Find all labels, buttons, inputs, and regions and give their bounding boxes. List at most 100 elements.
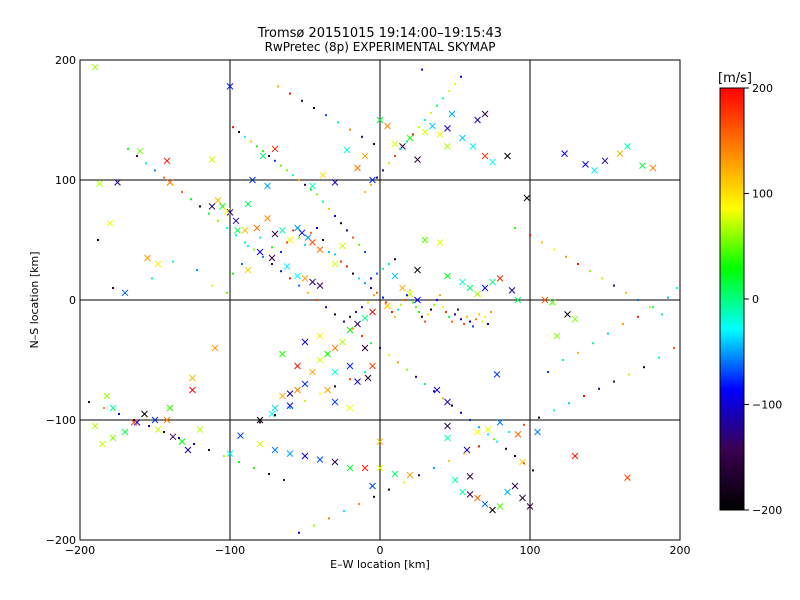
point-x — [309, 368, 316, 376]
point-x — [223, 207, 231, 215]
point-dot — [151, 277, 153, 280]
point-dot — [334, 253, 336, 256]
point-x — [103, 392, 111, 400]
point-x — [624, 474, 631, 481]
point-dot — [271, 263, 273, 265]
point-x — [256, 416, 264, 424]
point-dot — [625, 291, 627, 294]
point-dot — [394, 155, 396, 157]
point-dot — [310, 188, 312, 191]
point-dot — [409, 289, 411, 292]
point-dot — [418, 311, 420, 313]
point-dot — [277, 85, 279, 88]
point-dot — [262, 255, 264, 258]
point-x — [369, 482, 376, 490]
colorbar-tick-label: 100 — [752, 188, 773, 201]
point-x — [561, 150, 568, 157]
point-dot — [316, 299, 318, 301]
point-dot — [376, 291, 378, 294]
point-x — [391, 140, 399, 148]
point-dot — [88, 401, 90, 403]
point-x — [271, 404, 279, 412]
point-dot — [658, 356, 660, 359]
point-x — [309, 278, 316, 286]
point-x — [253, 224, 261, 232]
point-dot — [412, 133, 414, 136]
point-dot — [334, 313, 336, 316]
point-dot — [433, 303, 435, 306]
point-x — [331, 179, 339, 186]
point-dot — [382, 169, 384, 172]
y-tick-label: 200 — [55, 54, 76, 67]
point-x — [571, 452, 579, 460]
point-dot — [232, 126, 234, 129]
point-x — [466, 473, 474, 480]
point-x — [121, 289, 129, 297]
point-dot — [334, 215, 336, 217]
point-x — [564, 311, 571, 318]
point-x — [354, 378, 361, 385]
point-dot — [280, 270, 282, 273]
point-dot — [577, 263, 579, 265]
point-dot — [358, 277, 360, 280]
point-x — [232, 217, 240, 225]
point-dot — [376, 272, 378, 275]
point-dot — [433, 467, 435, 469]
point-dot — [457, 308, 459, 311]
point-x — [496, 275, 504, 282]
point-dot — [361, 335, 363, 337]
point-x — [361, 314, 369, 322]
point-dot — [364, 282, 366, 285]
point-dot — [406, 140, 408, 143]
point-dot — [463, 323, 465, 325]
point-x — [301, 338, 309, 346]
point-dot — [289, 277, 291, 280]
point-x — [309, 239, 316, 246]
point-x — [504, 488, 511, 496]
point-x — [241, 227, 249, 234]
point-x — [178, 438, 186, 445]
point-dot — [421, 315, 423, 318]
point-x — [109, 404, 117, 412]
point-x — [96, 180, 103, 187]
point-x — [591, 167, 598, 174]
point-dot — [244, 241, 246, 244]
point-dot — [304, 399, 306, 402]
point-dot — [397, 308, 399, 311]
point-dot — [370, 342, 372, 345]
point-dot — [313, 107, 315, 109]
point-x — [343, 146, 351, 154]
point-dot — [259, 421, 261, 424]
point-x — [489, 506, 496, 514]
point-x — [214, 197, 222, 204]
point-x — [259, 152, 267, 160]
point-dot — [388, 354, 390, 357]
point-x — [429, 122, 436, 130]
point-dot — [454, 313, 456, 316]
point-dot — [532, 469, 534, 472]
point-x — [514, 431, 522, 438]
point-x — [339, 242, 346, 250]
point-x — [271, 230, 279, 238]
point-x — [244, 266, 252, 274]
x-tick-label: 0 — [377, 544, 384, 557]
point-dot — [442, 306, 444, 309]
point-x — [163, 416, 171, 424]
point-x — [264, 182, 271, 190]
point-dot — [361, 135, 363, 138]
point-dot — [325, 114, 327, 117]
point-x — [279, 350, 286, 358]
point-x — [244, 200, 252, 208]
point-x — [421, 236, 429, 244]
point-dot — [235, 234, 237, 237]
point-dot — [163, 431, 165, 433]
point-x — [184, 446, 192, 454]
point-x — [571, 315, 579, 323]
point-x — [444, 434, 451, 442]
point-dot — [577, 351, 579, 354]
point-x — [369, 308, 376, 316]
point-dot — [412, 301, 414, 304]
point-dot — [208, 212, 210, 215]
point-dot — [343, 510, 345, 513]
point-dot — [385, 301, 387, 304]
